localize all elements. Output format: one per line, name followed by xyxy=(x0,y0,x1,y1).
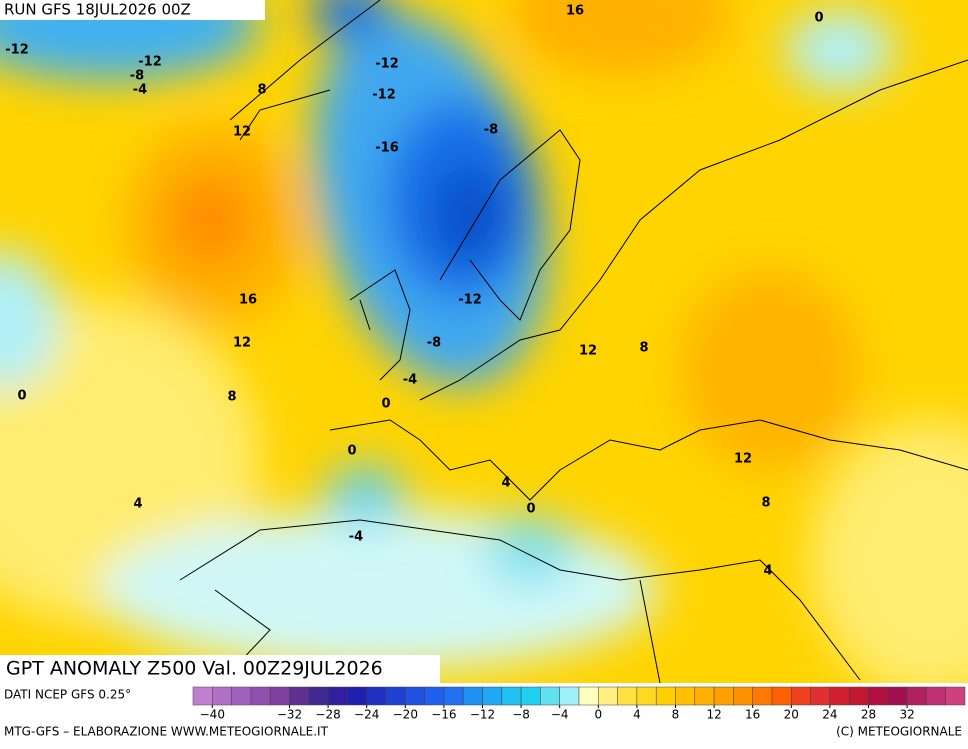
colorbar-swatch xyxy=(462,686,483,706)
anomaly-field xyxy=(0,0,968,683)
contour-label: -8 xyxy=(427,336,441,351)
colorbar-label: −32 xyxy=(277,708,302,722)
colorbar-swatch xyxy=(289,686,310,706)
contour-label: 12 xyxy=(233,125,251,140)
contour-label: -12 xyxy=(5,43,29,58)
colorbar-swatch xyxy=(791,686,811,706)
colorbar-swatch xyxy=(945,686,966,706)
contour-label: -8 xyxy=(484,123,498,138)
colorbar-swatch xyxy=(694,686,715,706)
colorbar-swatch xyxy=(810,686,831,706)
colorbar-label: −12 xyxy=(470,708,495,722)
footer-right: (C) METEOGIORNALE xyxy=(836,725,962,739)
contour-label: -4 xyxy=(133,83,147,98)
contour-label: 0 xyxy=(381,397,390,412)
contour-label: 8 xyxy=(639,341,648,356)
colorbar-swatch xyxy=(868,686,889,706)
contour-label: 16 xyxy=(239,293,257,308)
colorbar-label: −4 xyxy=(551,708,569,722)
contour-label: -8 xyxy=(130,69,144,84)
colorbar-label: 8 xyxy=(672,708,680,722)
colorbar-label: 16 xyxy=(745,708,760,722)
contour-label: -12 xyxy=(138,55,162,70)
contour-label: 12 xyxy=(233,336,251,351)
colorbar-swatch xyxy=(482,686,503,706)
contour-label: -12 xyxy=(458,293,482,308)
coastlines xyxy=(179,0,968,683)
colorbar-swatch xyxy=(598,686,618,706)
colorbar-swatch xyxy=(347,686,367,706)
contour-label: 16 xyxy=(566,4,584,19)
colorbar-swatch xyxy=(443,686,464,706)
contour-label: -16 xyxy=(375,141,399,156)
colorbar-swatch xyxy=(250,686,271,706)
colorbar-label: −8 xyxy=(512,708,530,722)
colorbar-swatch xyxy=(752,686,773,706)
map-title: GPT ANOMALY Z500 Val. 00Z29JUL2026 xyxy=(6,658,383,680)
data-source: DATI NCEP GFS 0.25° xyxy=(4,688,131,702)
contour-label: 0 xyxy=(814,11,823,26)
colorbar-label: 28 xyxy=(861,708,876,722)
footer-left: MTG-GFS – ELABORAZIONE WWW.METEOGIORNALE… xyxy=(4,725,329,739)
contour-label: 4 xyxy=(501,476,510,491)
colorbar-swatch xyxy=(926,686,946,706)
colorbar-label: −40 xyxy=(200,708,225,722)
contour-label: -4 xyxy=(349,530,363,545)
colorbar-swatch xyxy=(848,686,869,706)
contour-label: 0 xyxy=(17,389,26,404)
run-label: RUN GFS 18JUL2026 00Z xyxy=(4,1,191,19)
contour-label: 4 xyxy=(763,564,772,579)
title-box xyxy=(0,655,440,683)
colorbar-swatch xyxy=(540,686,560,706)
colorbar-swatch xyxy=(366,686,387,706)
contour-label: -12 xyxy=(372,88,396,103)
colorbar-swatch xyxy=(308,686,329,706)
contour-label: -4 xyxy=(403,373,417,388)
colorbar-swatch xyxy=(231,686,252,706)
colorbar-swatch xyxy=(520,686,541,706)
colorbar-swatch xyxy=(829,686,850,706)
colorbar-label: 32 xyxy=(899,708,914,722)
colorbar-swatch xyxy=(405,686,425,706)
contour-label: 0 xyxy=(347,444,356,459)
colorbar-swatch xyxy=(327,686,348,706)
colorbar-swatch xyxy=(385,686,406,706)
contour-label: -12 xyxy=(375,57,399,72)
colorbar-swatch xyxy=(212,686,232,706)
contour-label: 12 xyxy=(579,344,597,359)
contour-label: 8 xyxy=(227,390,236,405)
colorbar-swatch xyxy=(887,686,908,706)
colorbar-swatch xyxy=(269,686,290,706)
colorbar-swatch xyxy=(713,686,734,706)
colorbar-label: 24 xyxy=(822,708,837,722)
colorbar-swatch xyxy=(655,686,676,706)
colorbar-swatch xyxy=(501,686,522,706)
colorbar-label: 0 xyxy=(594,708,602,722)
colorbar-swatch xyxy=(192,686,213,706)
contour-label: 8 xyxy=(257,83,266,98)
colorbar-swatch xyxy=(906,686,927,706)
colorbar-label: 20 xyxy=(784,708,799,722)
colorbar-swatch xyxy=(617,686,638,706)
run-box xyxy=(0,0,265,20)
colorbar-swatch xyxy=(559,686,580,706)
colorbar-swatch xyxy=(578,686,599,706)
colorbar-swatch xyxy=(636,686,657,706)
contour-label: 0 xyxy=(526,502,535,517)
colorbar-swatch xyxy=(424,686,445,706)
colorbar-label: 4 xyxy=(633,708,641,722)
contour-label: 4 xyxy=(133,497,142,512)
colorbar-label: −20 xyxy=(393,708,418,722)
colorbar-label: −16 xyxy=(431,708,456,722)
colorbar-label: −28 xyxy=(315,708,340,722)
colorbar-label: 12 xyxy=(706,708,721,722)
colorbar-swatch xyxy=(733,686,753,706)
colorbar-swatch xyxy=(675,686,696,706)
colorbar-label: −24 xyxy=(354,708,379,722)
colorbar-swatch xyxy=(771,686,792,706)
contour-label: 8 xyxy=(761,496,770,511)
contour-label: 12 xyxy=(734,452,752,467)
